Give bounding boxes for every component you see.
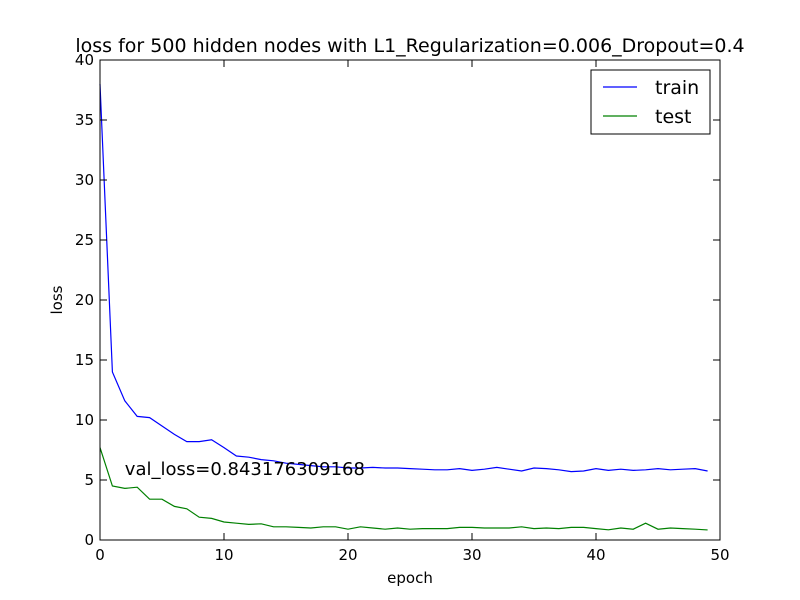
x-tick-label: 40	[586, 546, 605, 564]
y-axis-label: loss	[48, 285, 66, 314]
y-tick-label: 15	[75, 351, 94, 369]
y-tick-label: 20	[75, 291, 94, 309]
y-tick-label: 25	[75, 231, 94, 249]
chart-title: loss for 500 hidden nodes with L1_Regula…	[75, 35, 744, 57]
x-tick-label: 20	[338, 546, 357, 564]
x-axis-label: epoch	[387, 569, 433, 587]
series-line-train	[99, 83, 708, 473]
x-tick-label: 10	[214, 546, 233, 564]
y-tick-label: 5	[84, 471, 94, 489]
x-tick-label: 0	[95, 546, 105, 564]
series-line-test	[99, 447, 708, 531]
legend-label-train: train	[655, 77, 699, 99]
x-tick-label: 50	[710, 546, 729, 564]
y-tick-label: 0	[84, 531, 94, 549]
y-tick-label: 40	[75, 51, 94, 69]
y-tick-label: 10	[75, 411, 94, 429]
val-loss-annotation: val_loss=0.843176309168	[125, 459, 365, 480]
legend-box	[590, 69, 711, 135]
x-tick-label: 30	[462, 546, 481, 564]
y-tick-label: 35	[75, 111, 94, 129]
legend-label-test: test	[655, 106, 692, 128]
plot-area: 0 10 20 30 40 50 0 5 10 15 20 25 30 35 40 val_loss=0.84…	[75, 51, 730, 564]
y-tick-label: 30	[75, 171, 94, 189]
